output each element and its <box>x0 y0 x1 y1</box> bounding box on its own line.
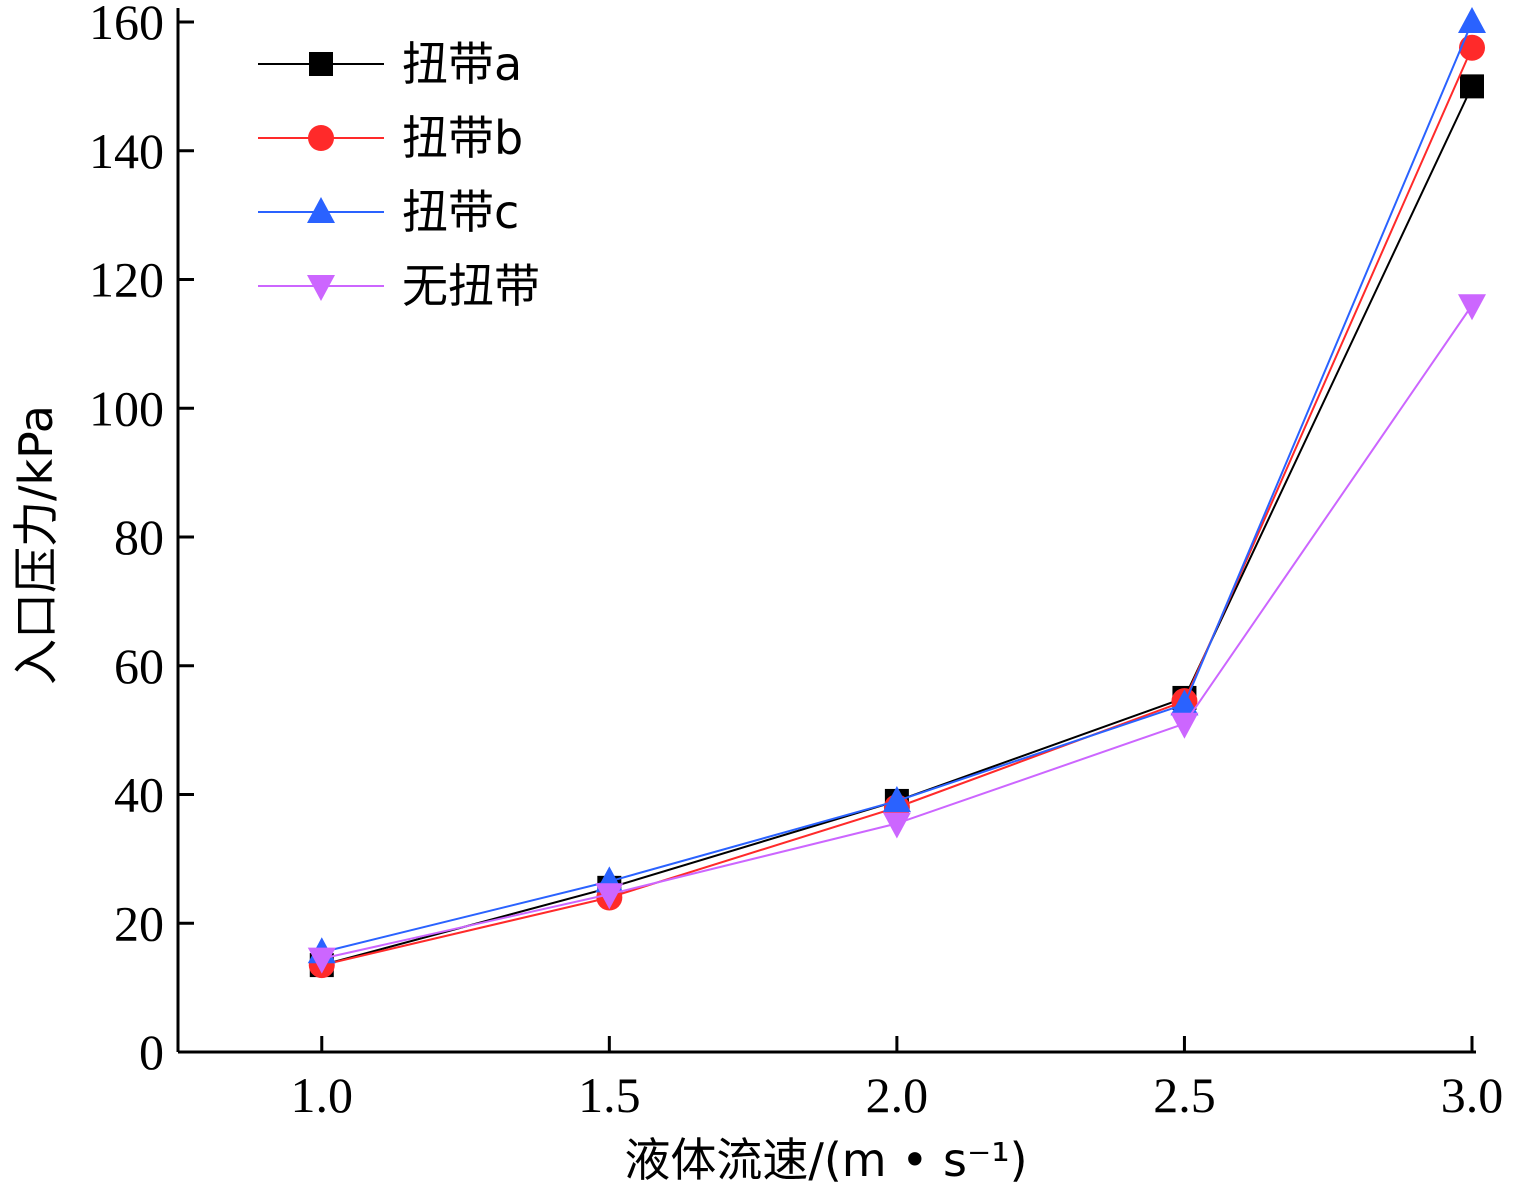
marker-triangle-up <box>882 785 911 812</box>
marker-triangle-down <box>307 947 336 974</box>
marker-circle <box>308 125 334 151</box>
legend-item: 扭带b <box>258 111 523 165</box>
legend-label: 无扭带 <box>402 259 540 313</box>
legend-label: 扭带a <box>402 37 522 91</box>
y-tick-label: 100 <box>89 380 164 436</box>
legend-item: 扭带a <box>258 37 522 91</box>
y-tick-label: 120 <box>89 252 164 308</box>
y-tick-label: 40 <box>114 767 164 823</box>
y-tick-label: 60 <box>114 638 164 694</box>
y-tick-label: 20 <box>114 895 164 951</box>
legend-label: 扭带b <box>402 111 523 165</box>
y-tick-label: 80 <box>114 509 164 565</box>
marker-triangle-up <box>307 197 335 223</box>
legend-item: 扭带c <box>258 185 519 239</box>
y-tick-label: 0 <box>139 1024 164 1080</box>
marker-triangle-down <box>1170 712 1199 739</box>
y-axis-title: 入口压力/kPa <box>9 405 63 685</box>
marker-circle <box>1459 34 1485 61</box>
plot-area <box>307 7 1486 979</box>
marker-triangle-up <box>1170 689 1199 716</box>
marker-triangle-down <box>307 275 335 301</box>
axes: 0 20 40 60 80 100 120 140 160 1.0 1.5 2.0 2.5 3.0 <box>89 0 1503 1123</box>
x-tick-label: 2.0 <box>866 1067 929 1123</box>
x-axis-title: 液体流速/(m • s⁻¹) <box>624 1133 1027 1187</box>
x-tick-label: 1.5 <box>578 1067 641 1123</box>
marker-square <box>309 52 333 76</box>
x-tick-label: 3.0 <box>1441 1067 1504 1123</box>
marker-triangle-down <box>1458 294 1486 321</box>
marker-triangle-down <box>595 883 624 910</box>
series-line <box>321 304 1473 960</box>
x-tick-label: 1.0 <box>291 1067 354 1123</box>
legend-item: 无扭带 <box>258 259 540 313</box>
series-4 <box>307 294 1486 974</box>
legend-label: 扭带c <box>402 185 519 239</box>
legend: 扭带a 扭带b 扭带c 无扭带 <box>258 37 540 313</box>
y-tick-label: 140 <box>89 123 164 179</box>
marker-triangle-up <box>1458 7 1486 33</box>
marker-square <box>1460 74 1484 99</box>
x-tick-label: 2.5 <box>1153 1067 1216 1123</box>
marker-triangle-down <box>882 812 911 839</box>
y-tick-label: 160 <box>89 0 164 50</box>
